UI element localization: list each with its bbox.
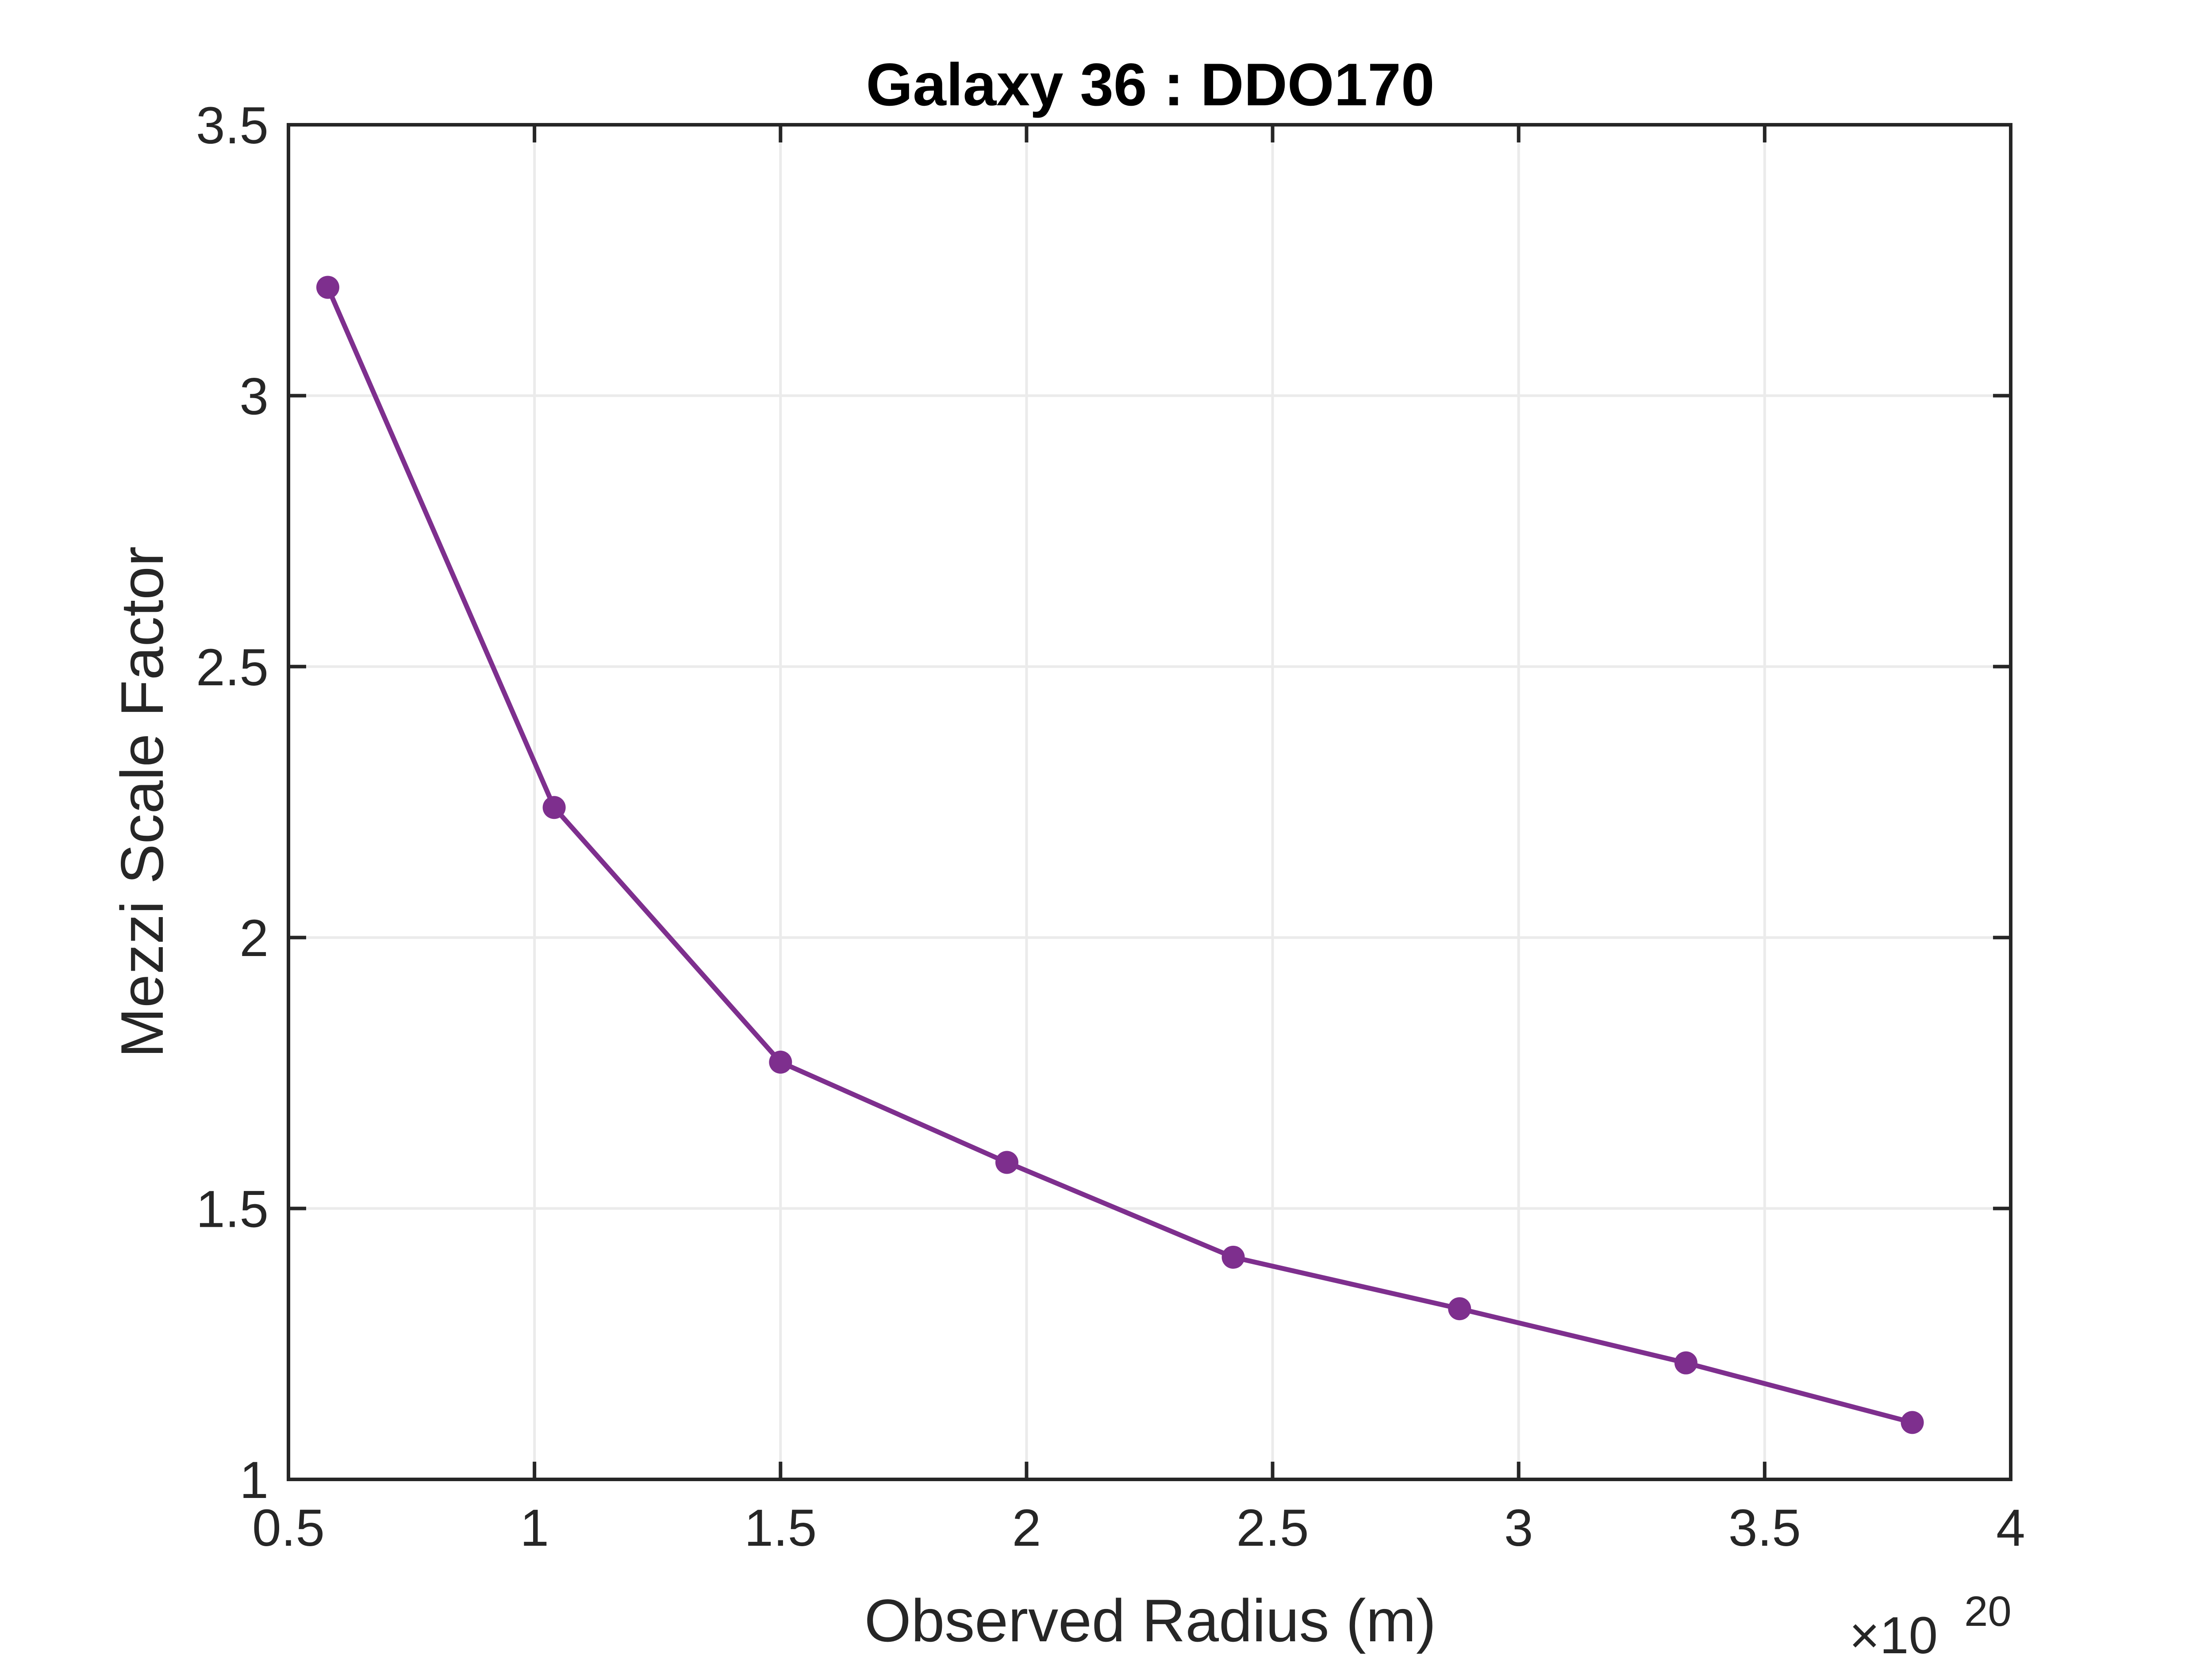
data-point <box>1221 1245 1245 1269</box>
plot-background <box>288 125 2011 1479</box>
x-tick-label: 2 <box>1012 1499 1041 1557</box>
data-point <box>316 276 339 299</box>
x-axis-multiplier: ×10 20 <box>1849 1588 2012 1659</box>
data-point <box>769 1050 792 1074</box>
data-point <box>1448 1297 1471 1321</box>
y-tick-label: 2.5 <box>196 638 269 697</box>
x-tick-label: 1 <box>520 1499 549 1557</box>
y-tick-label: 3.5 <box>196 96 269 155</box>
y-tick-label: 1.5 <box>196 1180 269 1239</box>
x-tick-label: 0.5 <box>252 1499 325 1557</box>
y-tick-label: 3 <box>239 367 269 426</box>
y-tick-label: 1 <box>239 1451 269 1509</box>
data-point <box>995 1151 1018 1174</box>
chart-title: Galaxy 36 : DDO170 <box>866 51 1434 118</box>
data-series <box>316 276 1924 1434</box>
x-axis-label: Observed Radius (m) <box>864 1587 1436 1654</box>
series-line <box>325 286 1913 1425</box>
data-point <box>1674 1351 1697 1375</box>
y-axis-label: Mezzi Scale Factor <box>108 546 176 1058</box>
y-tick-label: 2 <box>239 909 269 968</box>
x-tick-label: 3 <box>1504 1499 1533 1557</box>
x-tick-label: 2.5 <box>1237 1499 1309 1557</box>
y-tick-labels: 1 1.5 2 2.5 3 3.5 <box>196 96 269 1509</box>
x-axis-multiplier-exponent: 20 <box>1964 1588 2012 1635</box>
x-tick-label: 1.5 <box>744 1499 817 1557</box>
data-point <box>1901 1411 1924 1434</box>
x-tick-label: 3.5 <box>1728 1499 1801 1557</box>
plot-frame <box>287 123 2012 1481</box>
data-point <box>542 796 566 819</box>
x-axis-multiplier-base: ×10 <box>1849 1606 1938 1659</box>
grid <box>288 125 2011 1479</box>
x-tick-label: 4 <box>1996 1499 2025 1557</box>
x-tick-labels: 0.5 1 1.5 2 2.5 3 3.5 4 <box>252 1499 2025 1557</box>
